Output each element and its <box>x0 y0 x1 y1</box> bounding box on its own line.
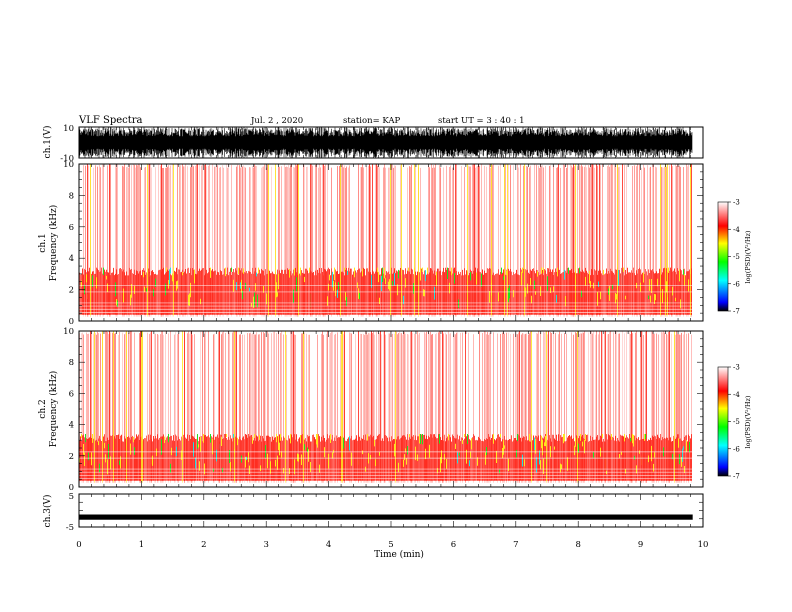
y-tick-label: 8 <box>69 191 74 201</box>
ch2-colorbar: -3 -4 -5 -6 -7 log(PSD)(V²/Hz) <box>717 364 752 481</box>
ch1-colorbar-label: log(PSD)(V²/Hz) <box>744 230 752 283</box>
ch3-ytick-top: 5 <box>69 492 74 502</box>
x-tick-label: 2 <box>201 540 206 550</box>
figure-title: VLF Spectra <box>78 115 143 126</box>
ch2-colorbar-label: log(PSD)(V²/Hz) <box>744 395 752 448</box>
ch1-ytick-top: 10 <box>63 124 74 134</box>
station-label: station= KAP <box>343 116 401 126</box>
x-tick-label: 5 <box>388 540 393 550</box>
ch3-waveform-trace <box>78 514 693 520</box>
x-tick-label: 3 <box>263 540 268 550</box>
colorbar-tick-label: -5 <box>733 253 740 261</box>
x-tick-label: 1 <box>139 540 144 550</box>
colorbar-tick-label: -3 <box>733 199 740 207</box>
y-tick-label: 8 <box>69 358 74 368</box>
ch1-ytick-bottom: -10 <box>60 154 74 164</box>
y-tick-label: 4 <box>69 254 74 264</box>
x-tick-label: 6 <box>451 540 456 550</box>
colorbar-tick-label: -3 <box>733 364 740 372</box>
x-tick-label: 9 <box>638 540 643 550</box>
colorbar-tick-label: -5 <box>733 418 740 426</box>
y-tick-label: 6 <box>69 223 74 233</box>
colorbar-tick-label: -4 <box>733 226 740 234</box>
ch2-spectrogram-panel: 0 2 4 6 8 10 ch.2 Frequency (kHz) <box>38 327 704 493</box>
x-tick-label: 8 <box>575 540 580 550</box>
colorbar-tick-label: -6 <box>733 280 740 288</box>
colorbar-tick-label: -7 <box>733 473 740 481</box>
ch3-waveform-ylabel: ch.3(V) <box>42 495 53 528</box>
ch1-spectrogram-image <box>79 164 693 317</box>
colorbar-tick-label: -7 <box>733 308 740 316</box>
start-time-label: start UT = 3 : 40 : 1 <box>438 116 525 126</box>
x-tick-label: 4 <box>326 540 331 550</box>
ch1-waveform-ylabel: ch.1(V) <box>42 126 53 159</box>
y-tick-label: 4 <box>69 421 74 431</box>
colorbar-tick-label: -6 <box>733 445 740 453</box>
ch2-spectrogram-ylabel-channel: ch.2 <box>38 399 48 418</box>
y-tick-label: 10 <box>63 160 74 170</box>
ch2-spectrogram-ylabel-frequency: Frequency (kHz) <box>48 371 59 448</box>
y-tick-label: 2 <box>69 286 74 296</box>
ch1-spectrogram-panel: 0 2 4 6 8 10 ch.1 Frequency (kHz) <box>38 160 704 327</box>
x-tick-label: 0 <box>76 540 81 550</box>
y-tick-label: 2 <box>69 452 74 462</box>
ch3-ytick-bottom: -5 <box>66 523 74 533</box>
date-label: Jul. 2 , 2020 <box>250 116 303 126</box>
y-tick-label: 0 <box>69 317 74 327</box>
ch1-spectrogram-ylabel-channel: ch.1 <box>38 233 48 252</box>
ch1-spectrogram-ylabel-frequency: Frequency (kHz) <box>48 205 59 282</box>
ch1-waveform-trace <box>78 127 693 158</box>
y-tick-label: 10 <box>63 327 74 337</box>
colorbar-tick-label: -4 <box>733 391 740 399</box>
x-axis-label: Time (min) <box>374 549 424 560</box>
y-tick-label: 0 <box>69 483 74 493</box>
ch2-spectrogram-image <box>79 331 693 483</box>
x-tick-label: 7 <box>513 540 518 550</box>
ch1-colorbar: -3 -4 -5 -6 -7 log(PSD)(V²/Hz) <box>717 199 752 316</box>
y-tick-label: 6 <box>69 389 74 399</box>
x-tick-label: 10 <box>698 540 709 550</box>
